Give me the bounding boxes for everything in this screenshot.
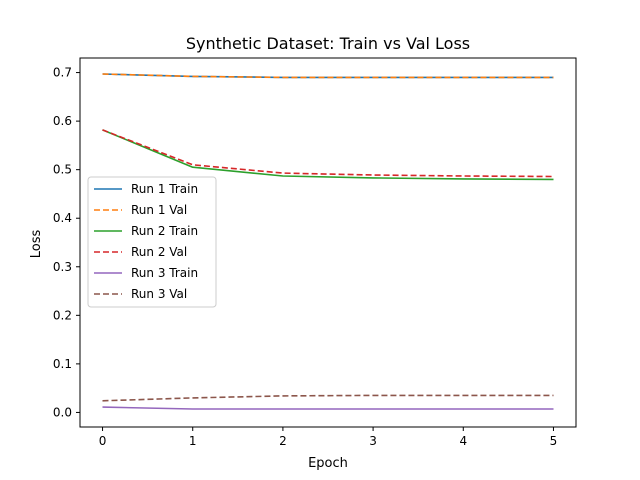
y-tick-label: 0.2 xyxy=(53,308,72,322)
legend-label-6: Run 3 Val xyxy=(131,287,187,301)
legend-label-5: Run 3 Train xyxy=(131,266,198,280)
plot-frame xyxy=(79,57,577,428)
y-tick-label: 0.0 xyxy=(53,405,72,419)
x-tick-label: 3 xyxy=(369,434,377,448)
x-tick-label: 2 xyxy=(279,434,287,448)
x-tick-label: 5 xyxy=(550,434,558,448)
series-line-4 xyxy=(102,129,554,178)
plot-area: 0 1 2 3 4 5 0.0 0.1 0.2 0.3 0.4 0.5 0.6 0.7 xyxy=(53,57,577,448)
y-tick-label: 0.7 xyxy=(53,66,72,80)
series-line-6 xyxy=(102,394,554,402)
y-tick-label: 0.4 xyxy=(53,211,72,225)
legend-label-1: Run 1 Train xyxy=(131,182,198,196)
legend-label-2: Run 1 Val xyxy=(131,203,187,217)
y-axis-label: Loss xyxy=(29,230,44,259)
series-line-3 xyxy=(102,129,554,181)
legend: Run 1 Train Run 1 Val Run 2 Train Run 2 Val… xyxy=(87,176,217,308)
y-tick-label: 0.6 xyxy=(53,114,72,128)
y-tick-label: 0.3 xyxy=(53,260,72,274)
legend-box xyxy=(87,176,217,308)
legend-label-4: Run 2 Val xyxy=(131,245,187,259)
x-tick-label: 4 xyxy=(459,434,467,448)
x-tick-label: 0 xyxy=(99,434,107,448)
series-line-2 xyxy=(102,73,554,79)
x-tick-label: 1 xyxy=(189,434,197,448)
y-tick-label: 0.5 xyxy=(53,163,72,177)
series-line-5 xyxy=(102,406,554,410)
legend-label-3: Run 2 Train xyxy=(131,224,198,238)
y-tick-label: 0.1 xyxy=(53,357,72,371)
x-axis-label: Epoch xyxy=(308,456,348,471)
chart-title: Synthetic Dataset: Train vs Val Loss xyxy=(186,34,470,53)
